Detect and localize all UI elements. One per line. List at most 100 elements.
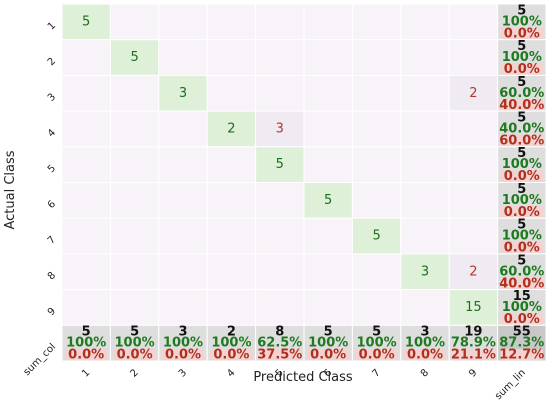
matrix-cell-8-3 bbox=[206, 289, 257, 326]
matrix-cell-3-7 bbox=[400, 110, 450, 148]
matrix-cell-8-0 bbox=[61, 289, 111, 326]
total-error-label: 0.0% bbox=[310, 348, 346, 363]
matrix-cell-6-7 bbox=[400, 217, 450, 255]
matrix-cell-7-0 bbox=[61, 253, 111, 291]
total-error-band-9-0 bbox=[65, 349, 108, 361]
matrix-cell-1-3 bbox=[206, 39, 257, 76]
matrix-cell-0-0 bbox=[61, 3, 111, 41]
total-error-label: 0.0% bbox=[165, 348, 201, 363]
matrix-cell-7-8 bbox=[448, 253, 499, 291]
matrix-cell-4-6 bbox=[351, 146, 402, 184]
matrix-cell-5-3 bbox=[206, 182, 257, 219]
matrix-cell-0-6 bbox=[351, 3, 402, 41]
total-correct-label: 100% bbox=[211, 336, 251, 351]
y-tick-label: 9 bbox=[46, 306, 58, 318]
matrix-cell-3-0 bbox=[61, 110, 111, 148]
total-count-label: 5 bbox=[517, 75, 526, 90]
y-tick-label: 8 bbox=[46, 270, 58, 282]
matrix-cell-5-8 bbox=[448, 182, 499, 219]
matrix-value-label: 5 bbox=[130, 50, 138, 65]
matrix-cell-1-6 bbox=[351, 39, 402, 76]
total-count-label: 15 bbox=[513, 289, 531, 304]
matrix-cell-2-7 bbox=[400, 74, 450, 112]
matrix-cell-4-4 bbox=[255, 146, 305, 184]
matrix-cell-3-8 bbox=[448, 110, 499, 148]
total-count-label: 5 bbox=[517, 39, 526, 54]
matrix-cell-4-2 bbox=[158, 146, 208, 184]
matrix-cell-2-1 bbox=[109, 74, 160, 112]
total-error-band-9-7 bbox=[403, 349, 447, 361]
matrix-cell-0-5 bbox=[303, 3, 353, 41]
x-tick-label: sum_lin bbox=[493, 367, 528, 402]
total-error-band-2-9 bbox=[500, 99, 543, 111]
total-error-label: 0.0% bbox=[68, 348, 104, 363]
matrix-cell-7-3 bbox=[206, 253, 257, 291]
total-correct-label: 100% bbox=[502, 300, 542, 315]
total-correct-label: 100% bbox=[502, 193, 542, 208]
matrix-cell-8-6 bbox=[351, 289, 402, 326]
matrix-value-label: 5 bbox=[82, 14, 90, 29]
matrix-value-label: 2 bbox=[227, 121, 235, 136]
y-tick-label: 7 bbox=[46, 234, 58, 246]
matrix-cell-0-2 bbox=[158, 3, 208, 41]
total-error-band-1-9 bbox=[500, 63, 543, 75]
matrix-cell-4-3 bbox=[206, 146, 257, 184]
matrix-cell-8-7 bbox=[400, 289, 450, 326]
matrix-cell-6-0 bbox=[61, 217, 111, 255]
matrix-value-label: 5 bbox=[324, 193, 332, 208]
total-error-band-8-9 bbox=[500, 313, 543, 325]
total-error-label: 37.5% bbox=[257, 348, 302, 363]
total-error-band-9-2 bbox=[161, 349, 205, 361]
total-correct-label: 100% bbox=[405, 336, 445, 351]
total-error-label: 40.0% bbox=[499, 98, 544, 113]
total-count-label: 5 bbox=[517, 182, 526, 197]
total-correct-label: 60.0% bbox=[499, 86, 544, 101]
matrix-cell-5-2 bbox=[158, 182, 208, 219]
total-error-label: 0.0% bbox=[504, 312, 540, 327]
matrix-cell-4-0 bbox=[61, 146, 111, 184]
total-correct-label: 100% bbox=[308, 336, 348, 351]
matrix-cell-7-7 bbox=[400, 253, 450, 291]
matrix-cell-6-3 bbox=[206, 217, 257, 255]
total-correct-label: 100% bbox=[502, 50, 542, 65]
y-tick-label: 5 bbox=[46, 163, 58, 175]
y-tick-label: 1 bbox=[46, 20, 58, 32]
x-axis-label: Predicted Class bbox=[253, 370, 353, 385]
total-error-band-6-9 bbox=[500, 242, 543, 254]
total-error-label: 0.0% bbox=[504, 205, 540, 220]
total-error-label: 60.0% bbox=[499, 133, 544, 148]
matrix-cell-7-1 bbox=[109, 253, 160, 291]
total-correct-label: 78.9% bbox=[451, 336, 496, 351]
total-correct-label: 100% bbox=[357, 336, 397, 351]
total-count-label: 5 bbox=[324, 325, 333, 340]
matrix-cell-2-3 bbox=[206, 74, 257, 112]
matrix-cell-1-4 bbox=[255, 39, 305, 76]
matrix-cell-5-0 bbox=[61, 182, 111, 219]
matrix-cell-5-5 bbox=[303, 182, 353, 219]
matrix-cell-2-0 bbox=[61, 74, 111, 112]
matrix-cell-7-2 bbox=[158, 253, 208, 291]
total-correct-label: 60.0% bbox=[499, 264, 544, 279]
matrix-cell-2-4 bbox=[255, 74, 305, 112]
matrix-cell-4-8 bbox=[448, 146, 499, 184]
total-error-label: 21.1% bbox=[451, 348, 496, 363]
matrix-value-label: 2 bbox=[469, 264, 477, 279]
matrix-cell-8-4 bbox=[255, 289, 305, 326]
matrix-cell-3-2 bbox=[158, 110, 208, 148]
total-count-label: 19 bbox=[464, 325, 482, 340]
total-error-label: 0.0% bbox=[117, 348, 153, 363]
total-correct-label: 87.3% bbox=[499, 336, 544, 351]
matrix-cell-5-6 bbox=[351, 182, 402, 219]
matrix-cell-3-3 bbox=[206, 110, 257, 148]
total-correct-label: 100% bbox=[502, 157, 542, 172]
matrix-cell-0-8 bbox=[448, 3, 499, 41]
total-error-label: 0.0% bbox=[504, 169, 540, 184]
total-error-band-9-3 bbox=[210, 349, 253, 361]
matrix-cell-6-5 bbox=[303, 217, 353, 255]
matrix-cell-5-7 bbox=[400, 182, 450, 219]
matrix-cell-6-8 bbox=[448, 217, 499, 255]
matrix-value-label: 5 bbox=[372, 229, 380, 244]
total-error-label: 0.0% bbox=[504, 241, 540, 256]
